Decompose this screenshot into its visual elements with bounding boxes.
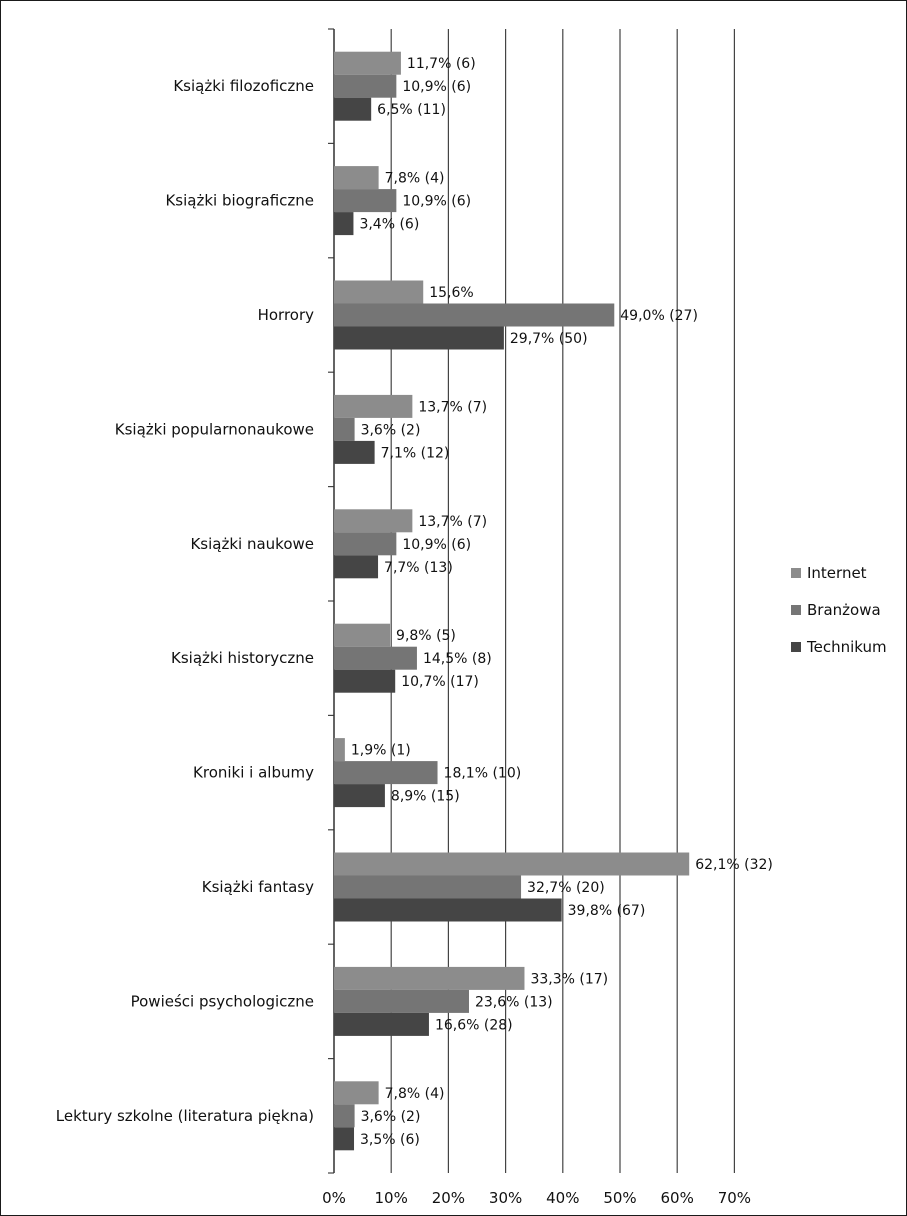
bar-branżowa [334,1104,355,1128]
bar-value-label: 33,3% (17) [530,971,608,987]
bar-internet [334,166,379,190]
x-tick-label: 40% [546,1189,579,1207]
bar-value-label: 15,6% [429,285,473,301]
bar-value-label: 18,1% (10) [444,766,522,782]
category-labels: Książki filozoficzne Książki biograficzne… [56,77,314,1125]
category-label: Książki naukowe [190,535,314,553]
bar-value-label: 9,8% (5) [396,628,456,644]
x-tick-label: 10% [375,1189,408,1207]
bar-value-label: 39,8% (67) [568,903,646,919]
category-label: Książki fantasy [202,878,314,896]
x-tick-label: 50% [603,1189,636,1207]
bar-internet [334,623,391,647]
bar-value-label: 29,7% (50) [510,331,588,347]
legend-label: Branżowa [807,601,881,619]
bar-value-label: 62,1% (32) [695,857,773,873]
legend-swatch-internet [791,568,801,578]
bar-value-label: 8,9% (15) [391,789,460,805]
bar-branżowa [334,74,397,98]
bar-value-label: 23,6% (13) [475,994,553,1010]
x-tick-label: 70% [718,1189,751,1207]
bar-value-label: 49,0% (27) [620,308,698,324]
bar-value-label: 3,6% (2) [361,422,421,438]
bar-value-label: 14,5% (8) [423,651,492,667]
bar-technikum [334,669,396,693]
bar-technikum [334,1012,429,1036]
bar-branżowa [334,303,615,327]
bar-value-label: 10,9% (6) [402,194,471,210]
bar-value-label: 13,7% (7) [418,399,487,415]
legend-swatch-technikum [791,642,801,652]
bar-value-label: 7,8% (4) [385,1086,445,1102]
category-label: Powieści psychologiczne [131,992,314,1010]
data-labels: 11,7% (6) 10,9% (6) 6,5% (11) 7,8% (4) 10,9%… [351,56,773,1148]
bar-branżowa [334,189,397,213]
x-tick-label: 60% [661,1189,694,1207]
category-label: Lektury szkolne (literatura piękna) [56,1107,314,1125]
bar-branżowa [334,875,522,899]
bar-branżowa [334,989,469,1013]
bar-technikum [334,898,562,922]
bar-value-label: 16,6% (28) [435,1017,513,1033]
bar-technikum [334,784,385,808]
bar-value-label: 6,5% (11) [377,102,446,118]
legend-swatch-branżowa [791,605,801,615]
bar-internet [334,1081,379,1105]
bar-internet [334,738,345,762]
bar-value-label: 10,9% (6) [402,537,471,553]
bar-technikum [334,440,375,464]
bar-internet [334,852,690,876]
bar-value-label: 10,7% (17) [401,674,479,690]
bar-technikum [334,1127,355,1151]
bar-technikum [334,326,504,350]
bar-branżowa [334,417,355,441]
category-label: Kroniki i albumy [193,764,314,782]
bar-internet [334,509,413,533]
bar-value-label: 7,1% (12) [381,445,450,461]
category-label: Horrory [258,306,315,324]
bar-technikum [334,97,372,121]
bar-internet [334,394,413,418]
bar-value-label: 1,9% (1) [351,743,411,759]
bar-internet [334,51,401,75]
legend-label: Technikum [806,638,887,656]
legend: Internet Branżowa Technikum [791,564,887,656]
x-tick-label: 0% [322,1189,346,1207]
x-tick-label: 30% [489,1189,522,1207]
category-label: Książki biograficzne [165,192,314,210]
bar-value-label: 13,7% (7) [418,514,487,530]
bar-value-label: 32,7% (20) [527,880,605,896]
category-label: Książki historyczne [171,649,314,667]
x-axis-ticks: 0% 10% 20% 30% 40% 50% 60% 70% [322,1189,751,1207]
bar-value-label: 3,6% (2) [361,1109,421,1125]
bar-branżowa [334,761,438,785]
bar-technikum [334,555,379,579]
bar-branżowa [334,532,397,556]
bar-value-label: 11,7% (6) [407,56,476,72]
bar-value-label: 7,7% (13) [384,560,453,576]
bar-internet [334,966,525,990]
bar-value-label: 3,5% (6) [360,1132,420,1148]
bar-value-label: 3,4% (6) [359,217,419,233]
bar-value-label: 10,9% (6) [402,79,471,95]
bars [334,51,690,1151]
legend-label: Internet [807,564,867,582]
bar-technikum [334,212,354,236]
x-tick-label: 20% [432,1189,465,1207]
gridlines [328,28,736,1174]
category-label: Książki filozoficzne [173,77,314,95]
category-label: Książki popularnonaukowe [115,420,314,438]
bar-value-label: 7,8% (4) [385,171,445,187]
bar-internet [334,280,424,304]
bar-branżowa [334,646,417,670]
